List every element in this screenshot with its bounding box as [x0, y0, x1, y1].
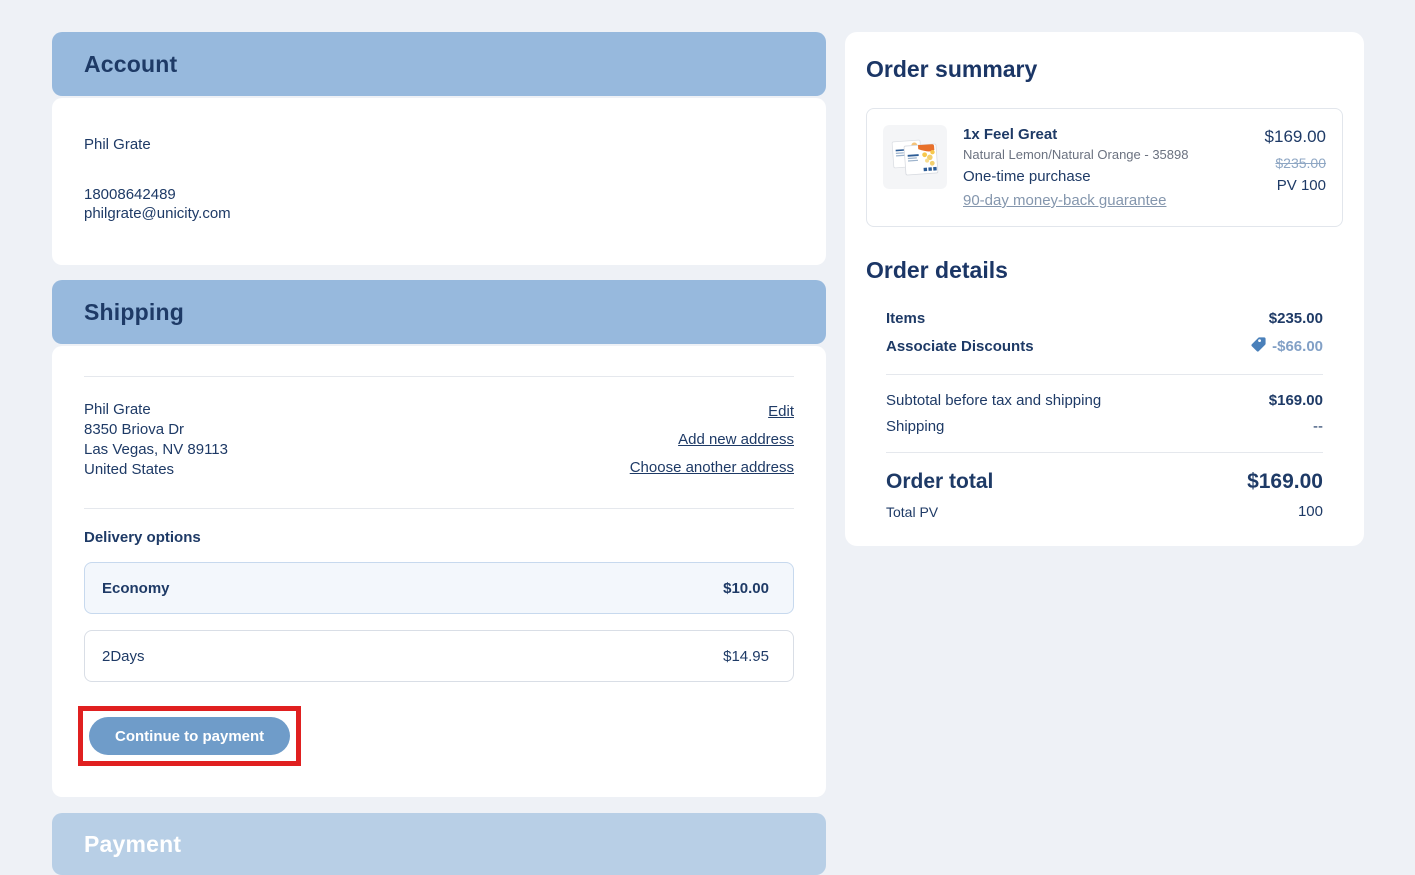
discount-tag-icon	[1250, 336, 1267, 357]
product-image	[883, 125, 947, 189]
choose-another-address-link[interactable]: Choose another address	[629, 459, 794, 476]
items-label: Items	[886, 310, 926, 327]
product-title: 1x Feel Great	[963, 126, 1058, 143]
items-row: Items $235.00	[886, 310, 1323, 327]
order-details-rows: Items $235.00 Associate Discounts -$66.0…	[866, 310, 1343, 520]
shipping-cost-row: Shipping --	[886, 418, 1323, 435]
total-pv-label: Total PV	[886, 503, 939, 520]
checkout-steps-column: Account Phil Grate 18008642489 philgrate…	[52, 32, 826, 875]
shipping-address-name: Phil Grate	[84, 401, 151, 418]
order-total-value: $169.00	[1247, 470, 1323, 493]
account-name: Phil Grate	[84, 136, 151, 153]
account-title: Account	[84, 50, 178, 77]
associate-discounts-label: Associate Discounts	[886, 338, 1034, 355]
account-phone: 18008642489	[84, 186, 176, 203]
delivery-option-economy[interactable]: Economy $10.00	[84, 562, 794, 614]
order-total-row: Order total $169.00	[886, 470, 1323, 494]
delivery-option-2days[interactable]: 2Days $14.95	[84, 630, 794, 682]
associate-discounts-value: -$66.00	[1272, 338, 1323, 355]
edit-address-link[interactable]: Edit	[768, 403, 794, 420]
order-total-label: Order total	[886, 470, 994, 493]
shipping-cost-value: --	[1313, 418, 1323, 435]
details-divider-2	[886, 452, 1323, 453]
subtotal-label: Subtotal before tax and shipping	[886, 392, 1102, 409]
items-value: $235.00	[1268, 310, 1323, 327]
continue-to-payment-button[interactable]: Continue to payment	[89, 717, 291, 755]
shipping-title: Shipping	[84, 298, 184, 325]
shipping-address-links: Edit Add new address Choose another addr…	[630, 400, 794, 480]
order-summary-title: Order summary	[866, 56, 1038, 82]
delivery-option-price: $14.95	[723, 647, 769, 665]
payment-title: Payment	[84, 830, 182, 857]
total-pv-value: 100	[1297, 503, 1323, 520]
total-pv-row: Total PV 100	[886, 503, 1323, 520]
shipping-address-row: Phil Grate 8350 Briova Dr Las Vegas, NV …	[84, 377, 794, 508]
delivery-option-label: 2Days	[102, 647, 145, 665]
shipping-address-street: 8350 Briova Dr	[84, 421, 185, 438]
product-variant: Natural Lemon/Natural Orange - 35898	[963, 147, 1189, 162]
shipping-middle-divider	[84, 508, 794, 509]
delivery-option-price: $10.00	[723, 579, 769, 597]
product-purchase-type: One-time purchase	[963, 168, 1091, 185]
shipping-section-header: Shipping	[52, 280, 826, 344]
add-new-address-link[interactable]: Add new address	[678, 431, 794, 448]
shipping-top-divider	[84, 376, 794, 377]
shipping-cost-label: Shipping	[886, 418, 945, 435]
order-summary-column: Order summary	[845, 32, 1364, 875]
product-pv: PV 100	[1276, 177, 1326, 194]
order-details-title: Order details	[866, 257, 1008, 283]
guarantee-link[interactable]: 90-day money-back guarantee	[963, 192, 1167, 209]
associate-discounts-row: Associate Discounts -$66.00	[886, 336, 1323, 357]
shipping-card: Phil Grate 8350 Briova Dr Las Vegas, NV …	[52, 346, 826, 797]
details-divider-1	[886, 374, 1323, 375]
associate-discounts-value-wrap: -$66.00	[1250, 336, 1323, 357]
product-line-item: 1x Feel Great Natural Lemon/Natural Oran…	[866, 108, 1343, 227]
payment-section-header: Payment	[52, 813, 826, 875]
account-section-header: Account	[52, 32, 826, 96]
shipping-address-country: United States	[84, 461, 175, 478]
shipping-address-city: Las Vegas, NV 89113	[84, 441, 228, 458]
subtotal-value: $169.00	[1268, 392, 1323, 409]
delivery-option-label: Economy	[102, 579, 170, 597]
order-summary-card: Order summary	[845, 32, 1364, 546]
product-prices: $169.00 $235.00 PV 100	[1265, 125, 1326, 210]
delivery-options-label: Delivery options	[84, 529, 201, 546]
shipping-address: Phil Grate 8350 Briova Dr Las Vegas, NV …	[84, 400, 228, 480]
product-price: $169.00	[1264, 127, 1326, 146]
product-info: 1x Feel Great Natural Lemon/Natural Oran…	[963, 125, 1249, 210]
continue-button-highlight: Continue to payment	[78, 706, 302, 766]
subtotal-row: Subtotal before tax and shipping $169.00	[886, 392, 1323, 409]
product-original-price: $235.00	[1275, 155, 1326, 171]
account-card: Phil Grate 18008642489 philgrate@unicity…	[52, 98, 826, 265]
account-email: philgrate@unicity.com	[84, 205, 231, 222]
